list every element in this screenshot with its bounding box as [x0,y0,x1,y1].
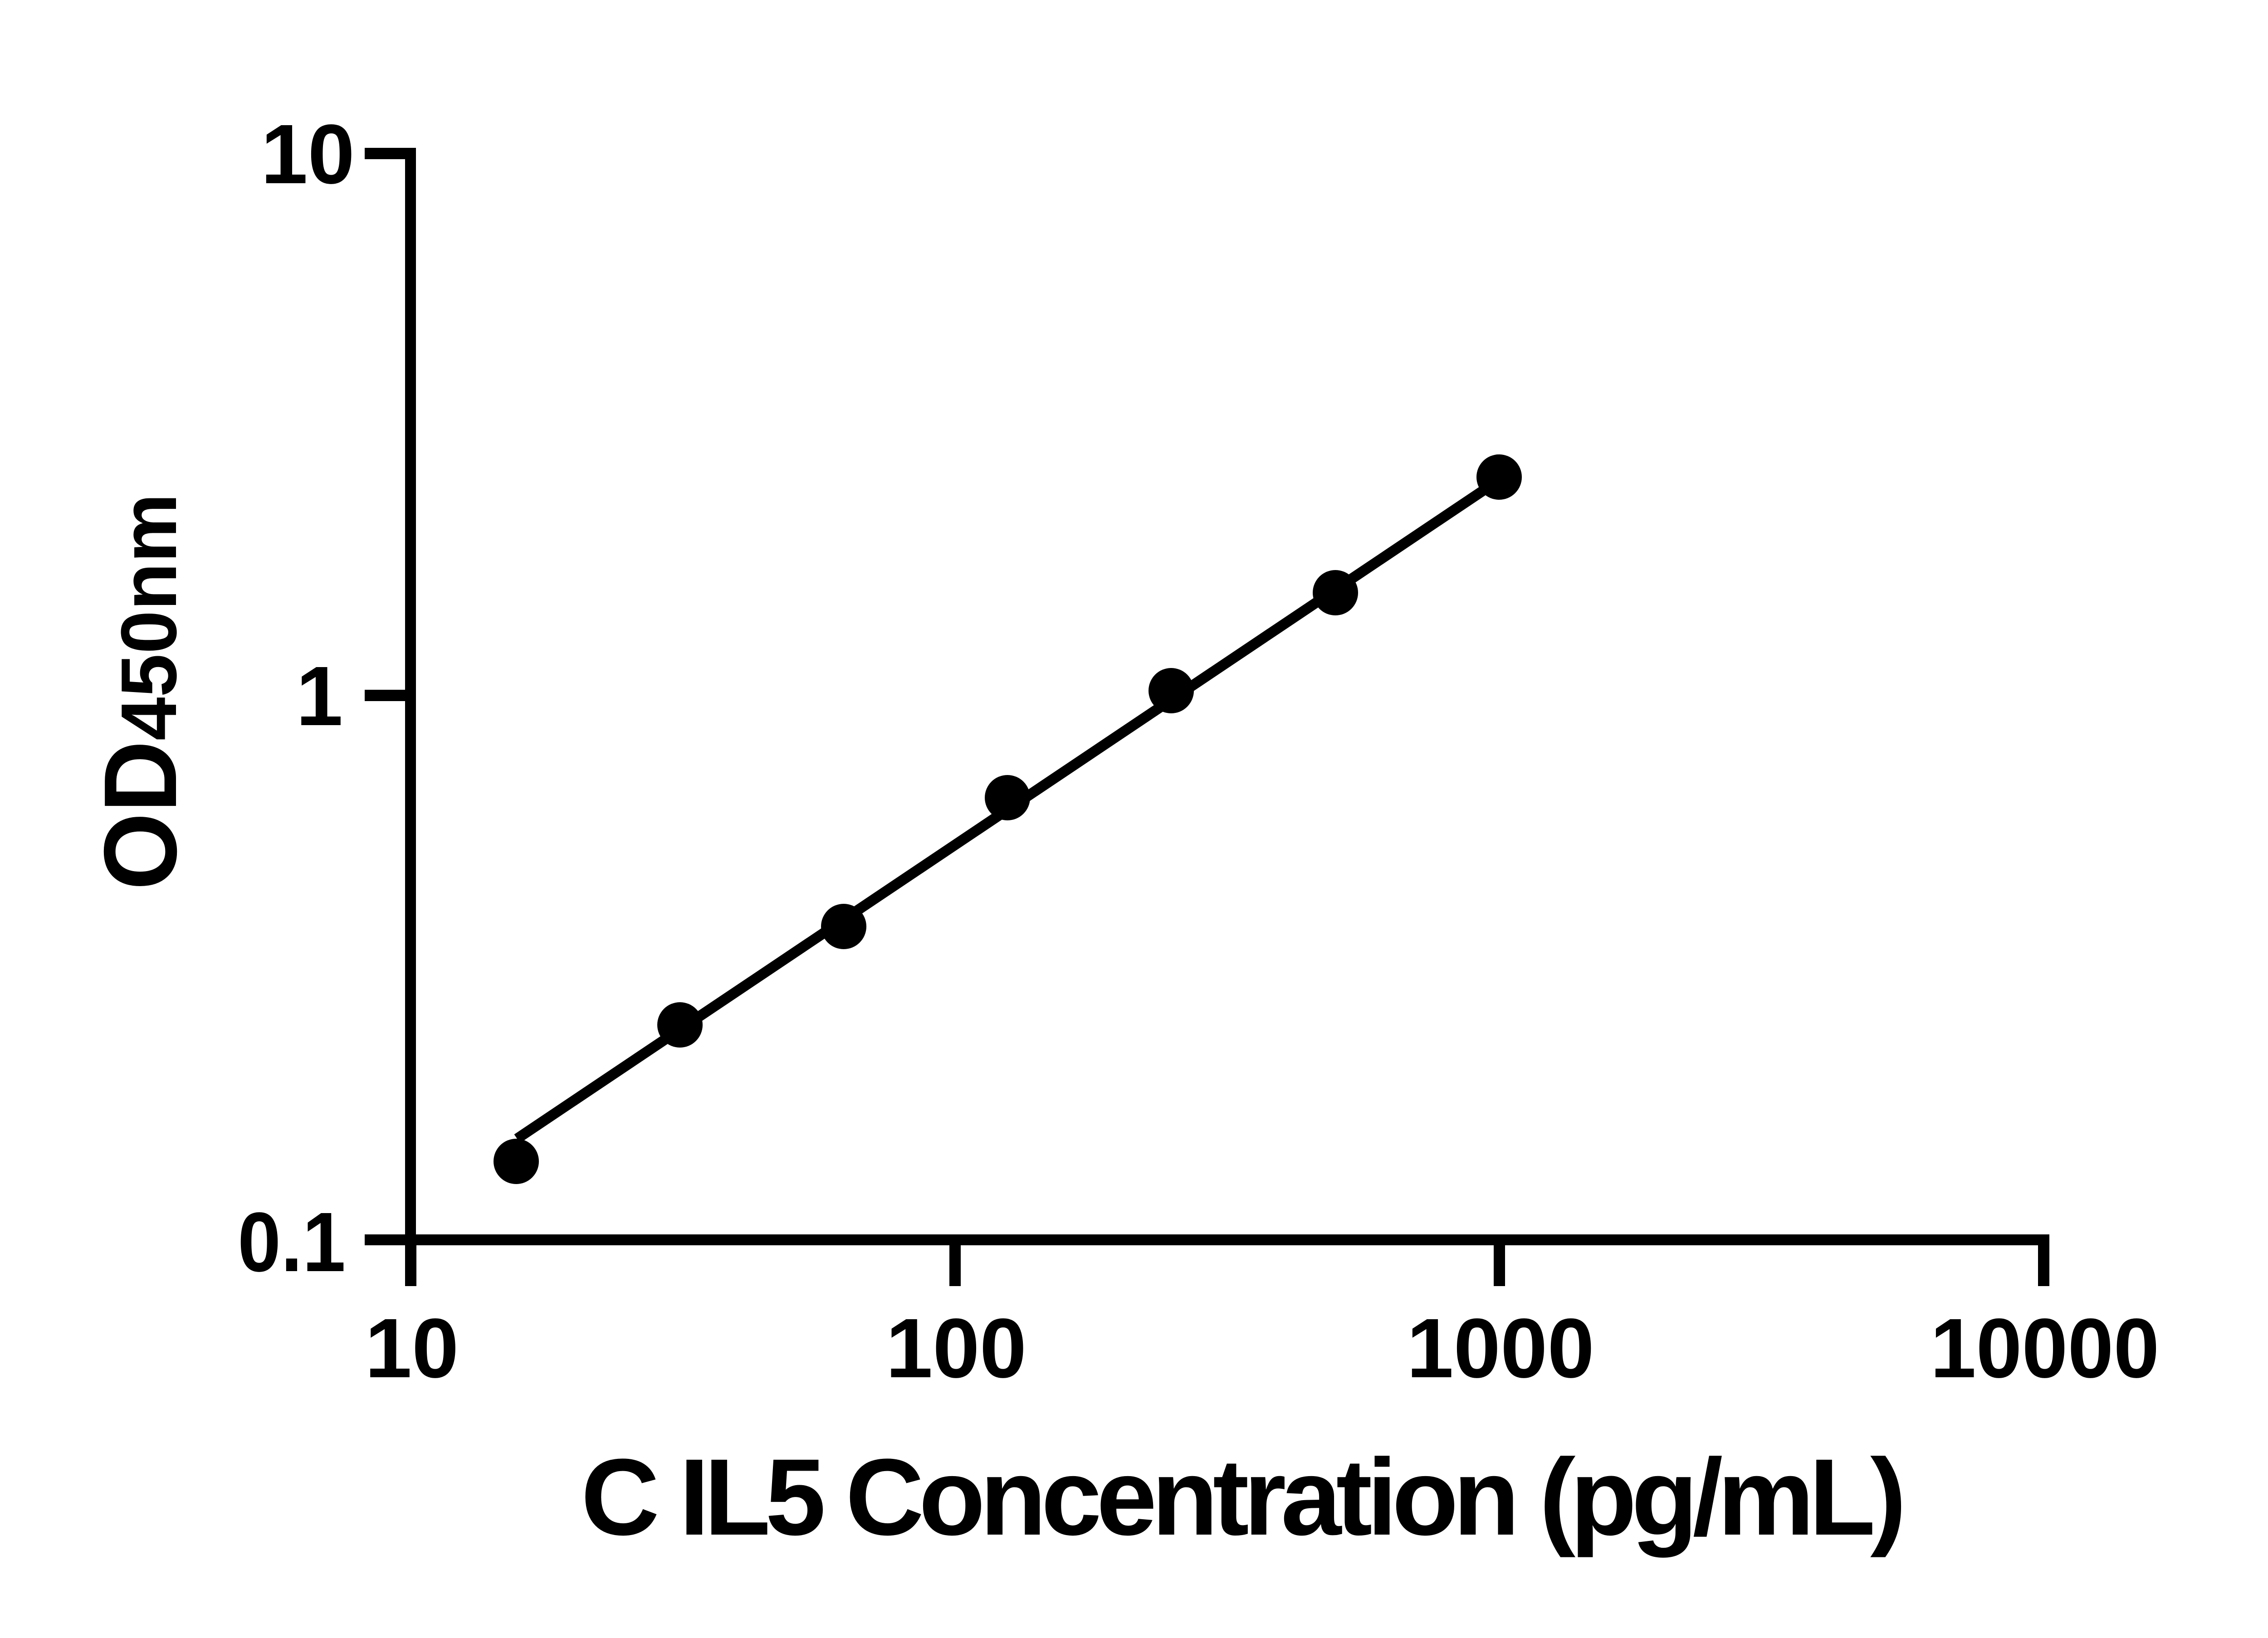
svg-text:100: 100 [886,1302,1026,1395]
svg-text:OD: OD [83,741,198,890]
svg-text:1: 1 [296,649,343,743]
svg-text:0.1: 0.1 [238,1195,346,1289]
svg-text:10: 10 [261,107,355,201]
svg-text:1000: 1000 [1407,1302,1594,1395]
svg-text:C IL5 Concentration (pg/mL): C IL5 Concentration (pg/mL) [581,1436,1901,1558]
svg-text:450nm: 450nm [104,493,193,741]
svg-text:10: 10 [365,1302,459,1395]
svg-text:10000: 10000 [1931,1302,2160,1395]
